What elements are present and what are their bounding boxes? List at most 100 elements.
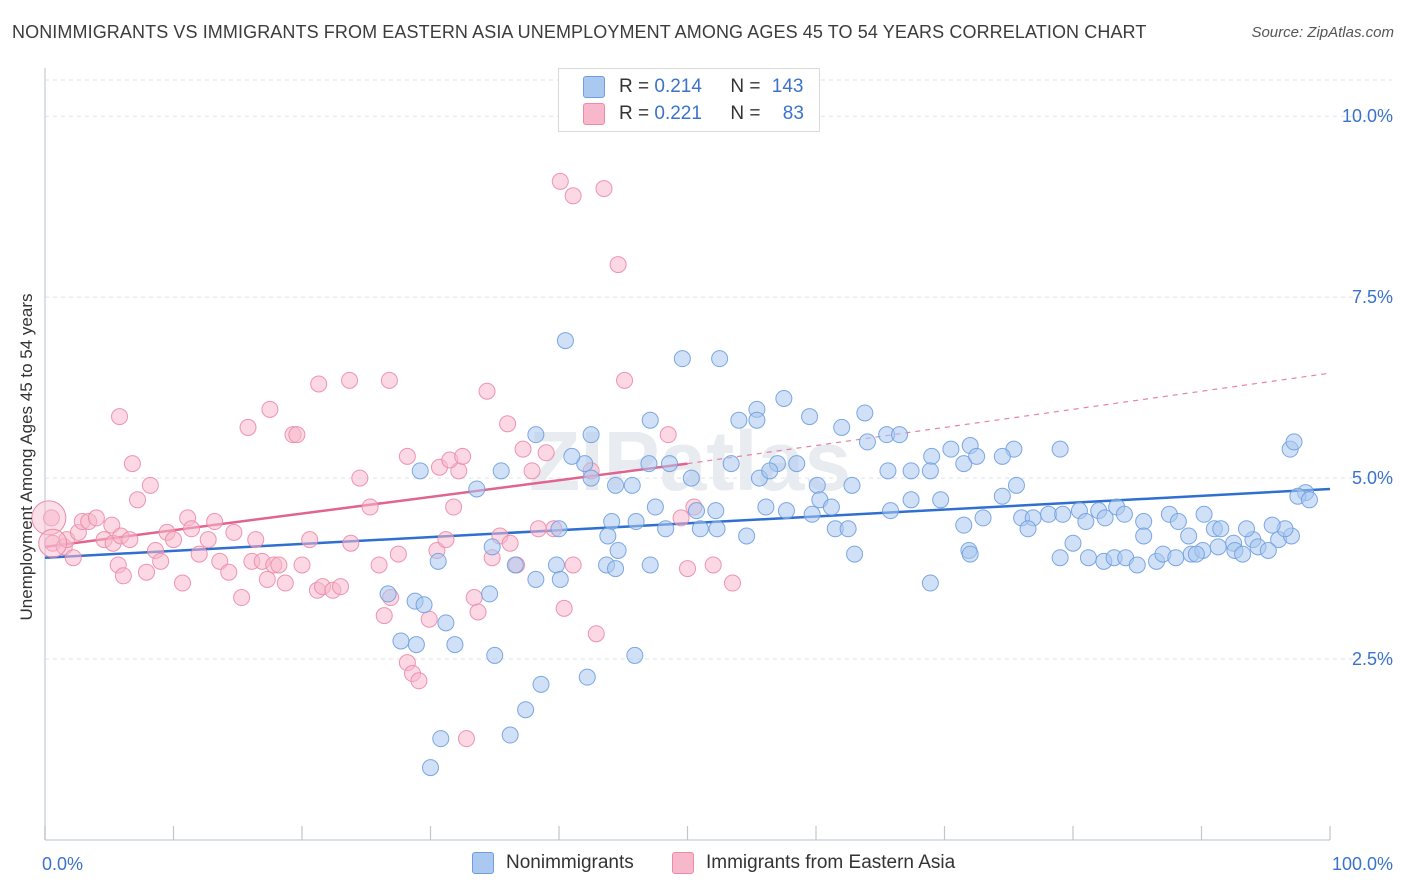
nonimmigrant-point: [711, 350, 729, 368]
legend-label: Nonimmigrants: [506, 852, 634, 873]
nonimmigrant-point: [775, 389, 793, 407]
data-points: [31, 172, 1318, 777]
nonimmigrant-point: [603, 513, 621, 531]
nonimmigrant-point: [640, 455, 658, 473]
nonimmigrant-point: [955, 455, 973, 473]
nonimmigrant-point: [1135, 513, 1153, 531]
nonimmigrant-point: [801, 408, 819, 426]
immigrant-point: [310, 375, 328, 393]
immigrant-point: [351, 469, 369, 487]
nonimmigrant-point: [902, 462, 920, 480]
nonimmigrant-point: [833, 418, 851, 436]
immigrant-point: [389, 545, 407, 563]
legend-row-nonimmigrants: R = 0.214 N = 143: [583, 75, 803, 99]
nonimmigrant-point: [788, 455, 806, 473]
nonimmigrant-point: [682, 469, 700, 487]
r-label: R =: [619, 76, 650, 97]
y-axis-label: Unemployment Among Ages 45 to 54 years: [17, 293, 36, 621]
nonimmigrant-point: [1300, 491, 1318, 509]
nonimmigrant-point: [882, 502, 900, 520]
nonimmigrant-point: [1115, 505, 1133, 523]
immigrant-point: [499, 415, 517, 433]
nonimmigrant-point: [609, 541, 627, 559]
legend-label: Immigrants from Eastern Asia: [706, 852, 956, 873]
nonimmigrant-point: [687, 502, 705, 520]
x-tick-label: 0.0%: [42, 854, 83, 874]
nonimmigrant-point: [1019, 520, 1037, 538]
nonimmigrant-point: [923, 447, 941, 465]
nonimmigrant-point: [578, 668, 596, 686]
immigrant-point: [288, 426, 306, 444]
nonimmigrant-point: [446, 636, 464, 654]
legend-swatch-blue: [472, 852, 494, 874]
nonimmigrant-point: [1169, 513, 1187, 531]
immigrant-point: [616, 371, 634, 389]
immigrant-point: [206, 513, 224, 531]
nonimmigrant-point: [1040, 505, 1058, 523]
nonimmigrant-point: [1054, 505, 1072, 523]
nonimmigrant-point: [556, 332, 574, 350]
n-label: N =: [730, 103, 761, 124]
nonimmigrant-point: [961, 545, 979, 563]
immigrant-point: [332, 578, 350, 596]
immigrants-trend-extension: [687, 372, 1331, 465]
immigrant-point: [529, 520, 547, 538]
series-legend: Nonimmigrants Immigrants from Eastern As…: [0, 852, 1406, 876]
immigrant-point: [370, 556, 388, 574]
nonimmigrant-point: [641, 556, 659, 574]
immigrant-point: [220, 563, 238, 581]
immigrant-point: [123, 455, 141, 473]
immigrant-point: [595, 180, 613, 198]
nonimmigrant-point: [483, 538, 501, 556]
nonimmigrant-point: [599, 527, 617, 545]
nonimmigrant-point: [993, 447, 1011, 465]
nonimmigrant-point: [532, 675, 550, 693]
y-tick-label: 2.5%: [1352, 649, 1393, 669]
y-tick-label: 7.5%: [1352, 287, 1393, 307]
nonimmigrant-point: [379, 585, 397, 603]
nonimmigrant-point: [942, 440, 960, 458]
immigrant-point: [672, 509, 690, 527]
nonimmigrant-point: [1096, 509, 1114, 527]
nonimmigrant-point: [407, 636, 425, 654]
legend-swatch-pink: [672, 852, 694, 874]
nonimmigrant-point: [707, 502, 725, 520]
n-value: 143: [771, 76, 804, 97]
immigrant-point: [514, 440, 532, 458]
immigrant-point: [551, 172, 569, 190]
immigrant-point: [270, 556, 288, 574]
nonimmigrant-point: [856, 404, 874, 422]
immigrant-point: [398, 447, 416, 465]
nonimmigrant-point: [527, 426, 545, 444]
immigrant-point: [341, 371, 359, 389]
nonimmigrant-point: [1135, 527, 1153, 545]
immigrant-point: [239, 418, 257, 436]
nonimmigrant-point: [415, 596, 433, 614]
nonimmigrant-point: [1167, 549, 1185, 567]
immigrant-point: [380, 371, 398, 389]
nonimmigrant-point: [1212, 520, 1230, 538]
nonimmigrant-point: [932, 491, 950, 509]
immigrant-point: [190, 545, 208, 563]
immigrant-point: [121, 531, 139, 549]
nonimmigrant-point: [993, 487, 1011, 505]
immigrant-point: [247, 531, 265, 549]
immigrant-point: [152, 552, 170, 570]
immigrant-point: [361, 498, 379, 516]
immigrant-point: [555, 599, 573, 617]
nonimmigrant-point: [921, 462, 939, 480]
immigrant-point: [342, 534, 360, 552]
legend-row-immigrants: R = 0.221 N = 83: [583, 102, 804, 126]
immigrant-point: [454, 447, 472, 465]
nonimmigrant-point: [576, 455, 594, 473]
nonimmigrant-point: [392, 632, 410, 650]
immigrant-point: [233, 589, 251, 607]
y-tick-label: 5.0%: [1352, 468, 1393, 488]
nonimmigrant-point: [506, 556, 524, 574]
immigrant-point: [523, 462, 541, 480]
immigrant-point-large: [31, 500, 67, 536]
nonimmigrant-point: [822, 498, 840, 516]
immigrant-point: [410, 672, 428, 690]
immigrant-point: [457, 730, 475, 748]
